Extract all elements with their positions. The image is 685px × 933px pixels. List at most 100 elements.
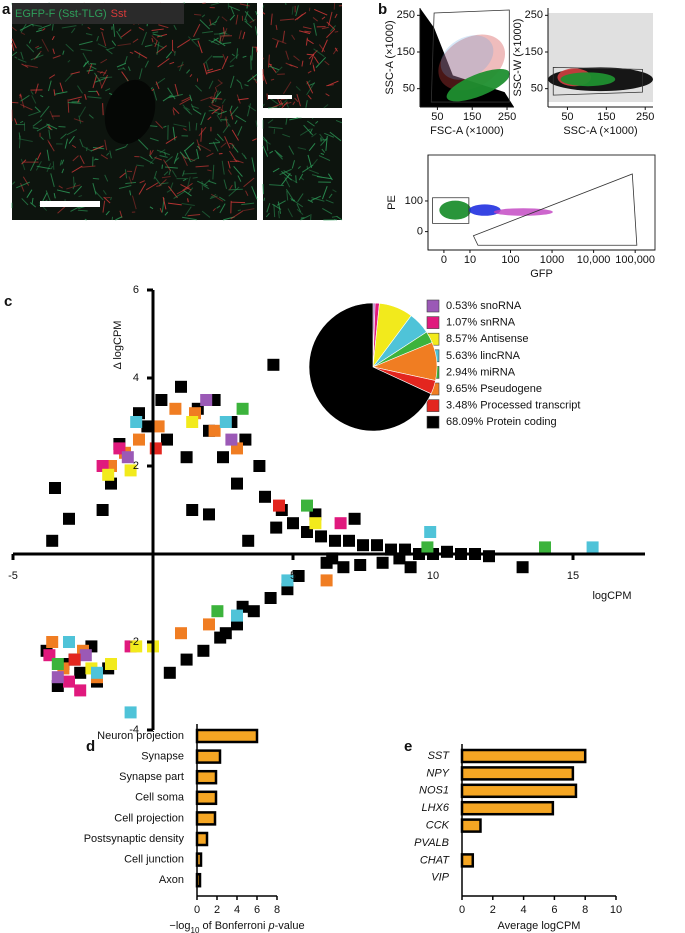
gene-point [203,508,215,521]
legend-box [12,3,184,24]
micrograph-texture [70,205,81,212]
micrograph-texture [78,115,82,124]
micrograph-texture [61,168,65,174]
gene-point [105,658,117,670]
micrograph-texture [20,22,28,33]
micrograph-texture [26,189,33,199]
micrograph-texture [230,106,239,116]
micrograph-texture [41,27,46,31]
micrograph-texture [211,99,215,103]
micrograph-texture [225,116,228,127]
gene-point [348,512,361,525]
micrograph-texture [266,140,269,151]
micrograph-texture [269,150,274,154]
category-label: Postsynaptic density [84,833,185,845]
micrograph-texture [163,125,167,128]
micrograph-texture [81,165,96,168]
micrograph-texture [35,83,39,94]
micrograph-texture [156,41,160,55]
micrograph-texture [159,178,167,187]
micrograph-texture [275,40,279,48]
gene-point [79,649,92,662]
gene-point [231,477,243,490]
micrograph-texture [245,190,249,196]
gene-point [130,416,143,428]
micrograph-texture [46,163,52,173]
micrograph-texture [149,137,159,142]
micrograph-texture [243,177,255,188]
micrograph-texture [36,152,42,161]
micrograph-texture [156,45,167,54]
micrograph-texture [83,146,93,152]
micrograph-texture [250,55,252,70]
panel-letter: c [4,293,12,310]
micrograph-texture [102,190,107,195]
gene-point [421,541,434,554]
micrograph-texture [268,65,279,71]
gene-point [329,534,341,547]
micrograph-texture [105,48,113,55]
micrograph-texture [190,157,199,163]
micrograph-texture [200,112,206,126]
micrograph-texture [102,200,106,213]
micrograph-texture [190,103,195,110]
micrograph-texture [173,190,186,199]
bar [460,783,578,799]
micrograph-texture [208,180,217,185]
flow-plot [432,173,638,246]
x-axis-label-part: Average logCPM [498,920,581,932]
micrograph-texture [105,88,111,92]
micrograph-texture [295,86,301,91]
micrograph-texture [209,97,223,100]
micrograph-texture [129,51,134,54]
y-tick-label: 50 [403,83,415,95]
micrograph-texture [48,141,55,152]
micrograph-texture [221,16,228,22]
micrograph-texture [255,46,258,53]
gene-point [281,574,294,587]
micrograph-texture [65,43,74,52]
micrograph-texture [295,5,299,17]
x-tick-label: 2 [490,904,496,916]
micrograph-texture [154,176,162,187]
micrograph-texture [11,51,18,57]
micrograph-texture [242,208,255,212]
micrograph-texture [132,38,139,43]
micrograph-texture [104,174,109,182]
x-axis-label-part: p [268,920,275,932]
micrograph-texture [203,63,208,75]
legend-name: lincRNA [480,350,520,362]
micrograph-texture [233,165,243,177]
micrograph-texture [209,195,218,200]
micrograph-texture [193,108,202,115]
micrograph-texture [106,46,115,51]
micrograph-texture [311,197,325,202]
micrograph-texture [167,202,182,206]
micrograph-texture [118,185,132,190]
micrograph-texture [331,215,338,218]
micrograph-texture [104,139,108,151]
micrograph-texture [188,121,191,132]
micrograph-texture [71,144,77,149]
micrograph-texture [221,160,225,175]
x-tick-label: 100 [501,254,519,266]
micrograph-texture [276,200,286,206]
micrograph-texture [72,155,79,162]
micrograph-texture [253,78,258,81]
micrograph-texture [201,14,206,18]
gene-point [200,394,213,406]
micrograph-texture [106,152,110,156]
category-label: VIP [431,872,449,884]
micrograph-texture [88,114,94,119]
y-tick-label: -2 [129,636,139,648]
micrograph-texture [325,93,330,97]
gene-point [208,424,221,437]
micrograph-texture [192,176,198,179]
micrograph-texture [67,99,70,113]
micrograph-texture [181,96,191,102]
gene-point [231,609,243,622]
micrograph-texture [312,65,315,72]
micrograph-texture [254,26,258,36]
micrograph-texture [164,166,178,169]
legend-entry: Sst [111,8,127,20]
